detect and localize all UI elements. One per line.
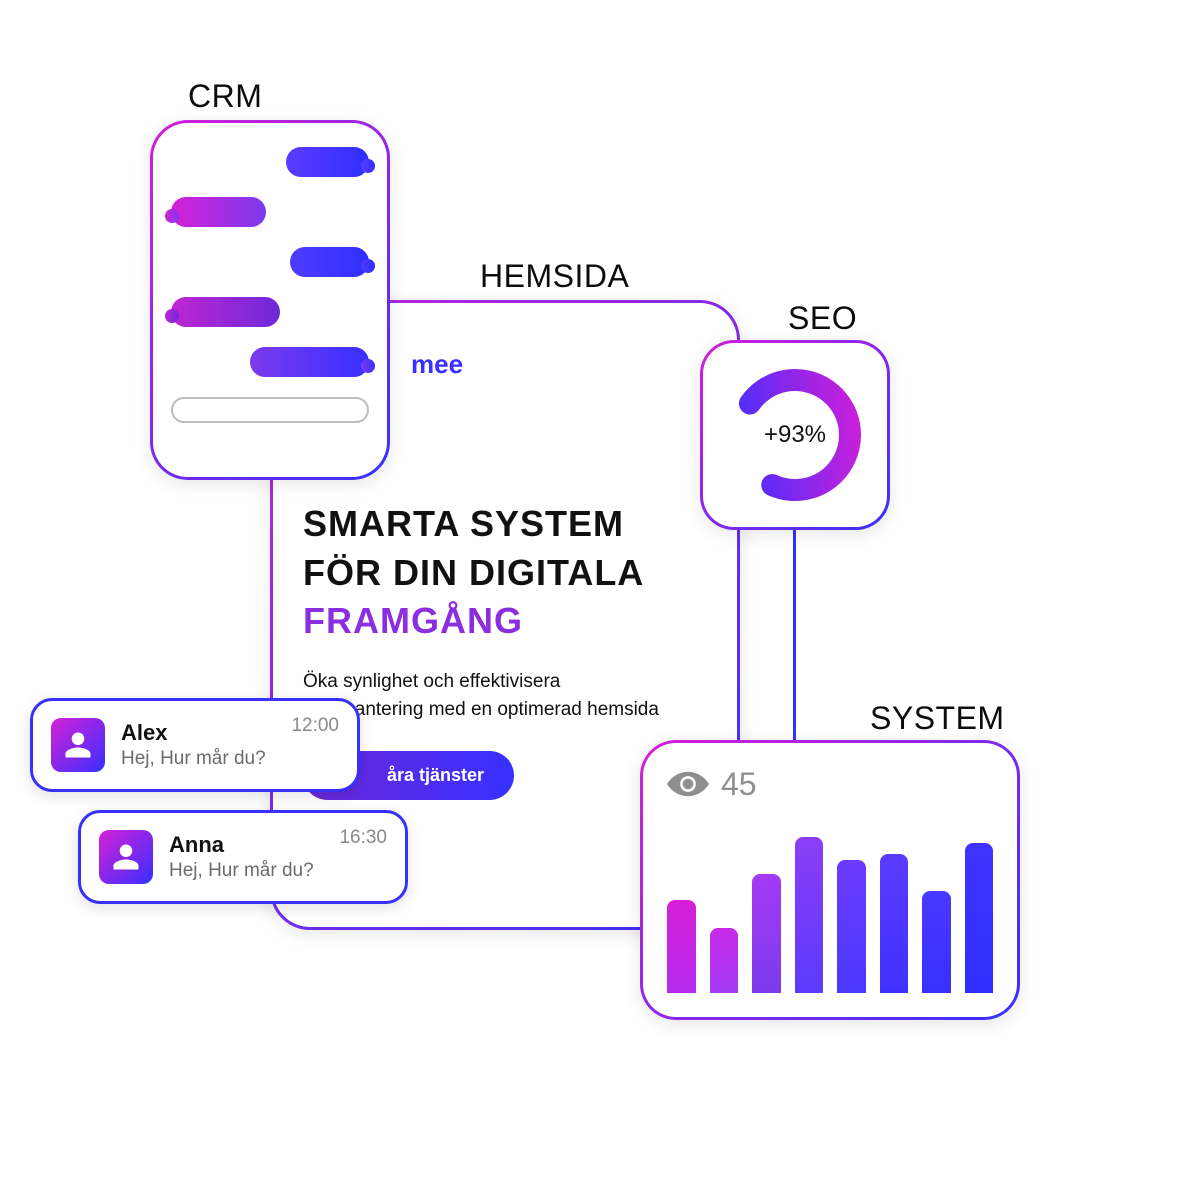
notification-card[interactable]: Alex Hej, Hur mår du? 12:00	[30, 698, 360, 792]
crm-card	[150, 120, 390, 480]
chat-bubble	[171, 297, 280, 327]
chat-input[interactable]	[171, 397, 369, 423]
bar	[922, 891, 951, 993]
bar	[752, 874, 781, 993]
hero-subtext: Öka synlighet och effektivisera kundhant…	[303, 668, 683, 725]
eye-icon	[667, 763, 709, 805]
avatar-icon	[99, 830, 153, 884]
brand-fragment: mee	[411, 349, 707, 380]
chat-bubble	[286, 147, 369, 177]
notification-card[interactable]: Anna Hej, Hur mår du? 16:30	[78, 810, 408, 904]
seo-value: +93%	[725, 365, 865, 505]
bar	[667, 900, 696, 994]
bar	[795, 837, 824, 993]
label-hemsida: HEMSIDA	[480, 258, 629, 295]
bar	[837, 860, 866, 993]
notification-message: Hej, Hur mår du?	[169, 860, 323, 882]
notification-time: 16:30	[339, 827, 387, 849]
notification-name: Alex	[121, 720, 275, 746]
notification-time: 12:00	[291, 715, 339, 737]
bar	[710, 928, 739, 993]
bar	[965, 843, 994, 993]
label-seo: SEO	[788, 300, 857, 337]
notification-name: Anna	[169, 832, 323, 858]
bar-chart	[667, 823, 993, 993]
seo-donut: +93%	[725, 365, 865, 505]
hero-accent: FRAMGÅNG	[303, 600, 523, 641]
system-card: 45	[640, 740, 1020, 1020]
views-count: 45	[721, 766, 757, 803]
views-row: 45	[667, 763, 993, 805]
bar	[880, 854, 909, 993]
label-crm: CRM	[188, 78, 262, 115]
notification-message: Hej, Hur mår du?	[121, 748, 275, 770]
seo-card: +93%	[700, 340, 890, 530]
hero-line2: FÖR DIN DIGITALA	[303, 552, 644, 593]
hero-line1: SMARTA SYSTEM	[303, 503, 624, 544]
chat-bubble	[171, 197, 266, 227]
hero-headline: SMARTA SYSTEM FÖR DIN DIGITALA FRAMGÅNG	[303, 500, 707, 646]
chat-bubble	[250, 347, 369, 377]
avatar-icon	[51, 718, 105, 772]
connector-line	[793, 528, 796, 748]
chat-bubble	[290, 247, 369, 277]
label-system: SYSTEM	[870, 700, 1005, 737]
chat-bubbles	[171, 147, 369, 377]
